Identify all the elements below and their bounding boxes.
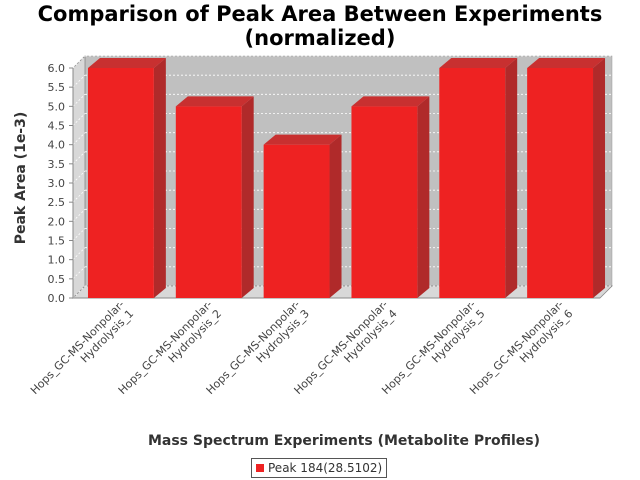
y-tick-label: 2.0: [48, 215, 66, 228]
y-tick-label: 5.5: [48, 81, 66, 94]
gridline-left: [72, 132, 86, 145]
y-tick-label: 5.0: [48, 100, 66, 113]
bar-side: [153, 58, 166, 298]
y-tick-label: 2.5: [48, 196, 66, 209]
gridline-left: [72, 285, 86, 299]
bar-top: [351, 96, 430, 107]
bar-side: [329, 134, 342, 298]
bar: [87, 58, 166, 298]
plot-back-panel: [84, 55, 613, 287]
gridline-left: [72, 170, 86, 184]
x-axis-tick-labels: Hops_GC-MS-Nonpolar-Hydrolysis_1Hops_GC-…: [28, 298, 575, 397]
y-axis: 0.0 0.5 1.0 1.5 2.0 2.5 3.0 3.5 4.0 4.5 5.0 5.5 6.0: [48, 62, 600, 305]
chart-title: Comparison of Peak Area Between Experime…: [0, 2, 640, 50]
y-tick-label: 0.0: [48, 292, 66, 305]
gridlines: [72, 55, 612, 299]
bar-front: [351, 106, 418, 298]
legend: Peak 184(28.5102): [251, 458, 388, 478]
gridline-left: [72, 94, 86, 107]
y-axis-label: Peak Area (1e-3): [13, 112, 29, 245]
chart-title-line-2: (normalized): [244, 26, 396, 50]
bar-front: [439, 68, 506, 298]
gridline-left: [72, 266, 86, 280]
y-tick-label: 4.0: [48, 139, 66, 152]
x-axis-label: Mass Spectrum Experiments (Metabolite Pr…: [148, 433, 540, 449]
y-tick-label: 1.0: [48, 254, 66, 267]
y-tick-label: 4.5: [48, 120, 66, 133]
gridline-left: [72, 228, 86, 241]
bar-front: [87, 68, 154, 298]
bar-front: [527, 68, 594, 298]
gridline-left: [72, 55, 86, 69]
gridline-left: [72, 209, 86, 222]
bars: [87, 58, 606, 298]
bar-front: [175, 106, 242, 298]
bar: [175, 96, 254, 298]
y-tick-label: 1.5: [48, 235, 66, 248]
bar-side: [417, 96, 430, 298]
bar-top: [527, 58, 606, 68]
gridline-left: [72, 247, 86, 260]
x-tick-label-line: Hops_GC-MS-Nonpolar-: [28, 298, 127, 397]
bar-front: [263, 144, 330, 298]
bar: [351, 96, 430, 298]
bar-side: [241, 96, 254, 298]
bar: [439, 58, 518, 298]
bar-top: [175, 96, 254, 107]
gridline-left: [72, 74, 86, 88]
y-tick-label: 3.0: [48, 177, 66, 190]
gridline-left: [72, 151, 86, 165]
legend-label: Peak 184(28.5102): [268, 461, 383, 475]
bar-top: [87, 58, 166, 68]
y-tick-label: 0.5: [48, 273, 66, 286]
y-tick-label: 3.5: [48, 158, 66, 171]
bar-top: [263, 134, 342, 145]
bar-side: [505, 58, 518, 298]
legend-swatch: [256, 464, 264, 472]
gridline-left: [72, 113, 86, 126]
bar: [263, 134, 342, 298]
gridline-left: [72, 189, 86, 203]
y-tick-label: 6.0: [48, 62, 66, 75]
chart-title-line-1: Comparison of Peak Area Between Experime…: [37, 2, 603, 26]
bar-top: [439, 58, 518, 68]
bar-side: [593, 58, 606, 298]
bar: [527, 58, 606, 298]
